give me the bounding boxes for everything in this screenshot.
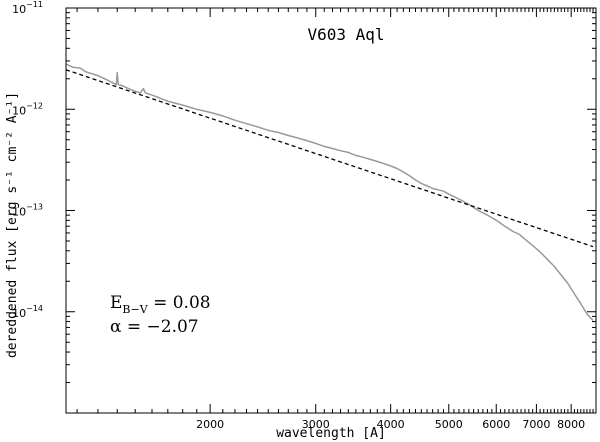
y-tick-label: 10−11 bbox=[12, 0, 43, 16]
grid-layer bbox=[66, 8, 596, 414]
spectrum-line bbox=[65, 63, 594, 322]
x-axis-title: wavelength [A] bbox=[276, 426, 386, 441]
annotation-ebv: EB−V = 0.08 bbox=[110, 293, 211, 316]
x-tick-label: 8000 bbox=[557, 418, 585, 431]
x-tick-label: 7000 bbox=[522, 418, 550, 431]
x-tick-label: 2000 bbox=[196, 418, 224, 431]
x-tick-label: 3000 bbox=[302, 418, 330, 431]
svg-text:EB−V = 0.08: EB−V = 0.08 bbox=[110, 293, 211, 316]
tick-labels-layer: 2000 3000 4000 5000 6000 7000 8000 10−11 10−12 10… bbox=[12, 0, 585, 431]
y-tick-label: 10−13 bbox=[12, 203, 43, 219]
y-axis-title: dereddened flux [erg s⁻¹ cm⁻² A⁻¹] bbox=[5, 92, 20, 358]
x-tick-label: 4000 bbox=[377, 418, 405, 431]
plot-frame bbox=[65, 7, 597, 414]
y-tick-label: 10−12 bbox=[12, 101, 43, 117]
ebv-symbol: E bbox=[110, 293, 122, 313]
chart-title: V603 Aql bbox=[307, 25, 384, 44]
y-tick-label: 10−14 bbox=[12, 304, 43, 320]
x-tick-label: 5000 bbox=[435, 418, 463, 431]
x-tick-label: 6000 bbox=[482, 418, 510, 431]
series-layer bbox=[65, 63, 594, 322]
power-law-fit-line bbox=[65, 69, 594, 248]
y-axis-title-group: dereddened flux [erg s⁻¹ cm⁻² A⁻¹] bbox=[5, 92, 20, 358]
alpha-annotation: α = −2.07 bbox=[110, 317, 199, 337]
ebv-subscript: B−V bbox=[122, 303, 148, 316]
ebv-value: = 0.08 bbox=[148, 293, 211, 313]
